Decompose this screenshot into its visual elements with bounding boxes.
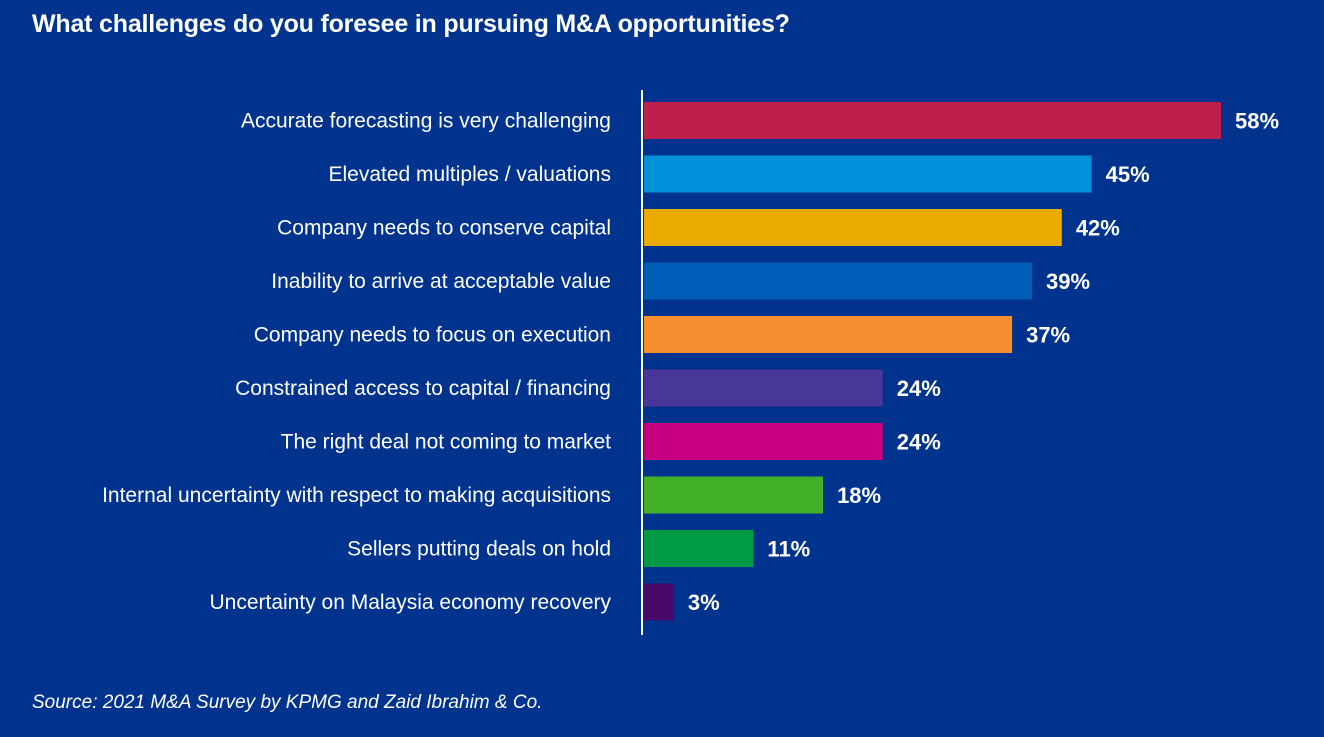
category-label: Uncertainty on Malaysia economy recovery: [209, 591, 611, 614]
value-label: 11%: [767, 537, 810, 562]
bar: [644, 262, 1032, 300]
bar: [644, 476, 824, 514]
category-label: Company needs to conserve capital: [277, 217, 611, 240]
bars: [644, 102, 1221, 621]
bar: [644, 369, 883, 407]
value-label: 24%: [897, 430, 941, 455]
category-labels: Accurate forecasting is very challenging…: [102, 110, 611, 615]
value-label: 39%: [1046, 269, 1090, 294]
value-labels: 58% 45% 42% 39% 37% 24% 24% 18% 11% 3%: [688, 109, 1279, 616]
bar: [644, 102, 1221, 139]
value-label: 18%: [837, 483, 881, 508]
category-label: Constrained access to capital / financin…: [235, 377, 611, 400]
bar: [644, 423, 883, 460]
bar: [644, 209, 1062, 246]
bar: [644, 530, 754, 567]
category-label: Elevated multiples / valuations: [329, 163, 612, 186]
category-label: Sellers putting deals on hold: [347, 538, 611, 561]
value-label: 42%: [1076, 216, 1120, 241]
category-label: Inability to arrive at acceptable value: [271, 270, 611, 293]
value-label: 37%: [1026, 323, 1070, 348]
value-label: 24%: [897, 376, 941, 401]
bar: [644, 583, 674, 621]
chart-title: What challenges do you foresee in pursui…: [32, 10, 790, 38]
bar: [644, 155, 1092, 193]
category-label: Company needs to focus on execution: [254, 324, 611, 347]
value-label: 58%: [1235, 109, 1279, 134]
source-note: Source: 2021 M&A Survey by KPMG and Zaid…: [32, 692, 543, 713]
category-label: Accurate forecasting is very challenging: [241, 110, 611, 133]
category-label: The right deal not coming to market: [281, 431, 611, 454]
bar: [644, 316, 1013, 353]
value-label: 3%: [688, 590, 720, 615]
value-label: 45%: [1106, 162, 1150, 187]
category-label: Internal uncertainty with respect to mak…: [102, 484, 611, 507]
